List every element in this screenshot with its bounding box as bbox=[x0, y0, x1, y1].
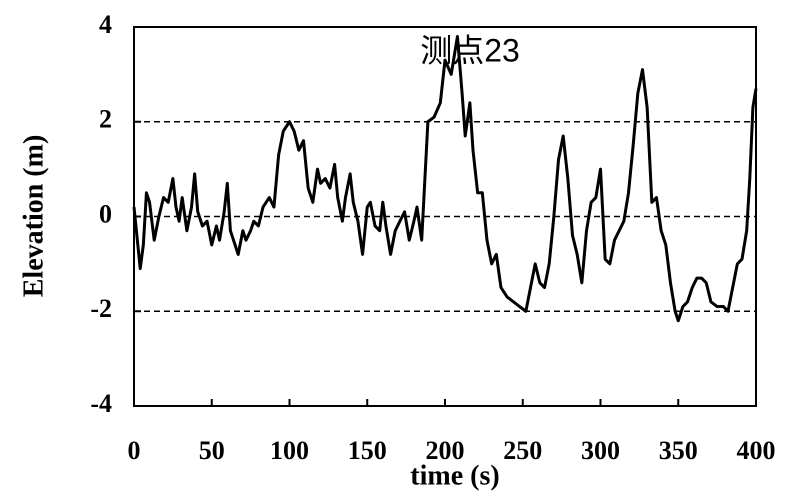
y-tick-label: 4 bbox=[99, 10, 112, 39]
x-axis-label: time (s) bbox=[410, 460, 499, 491]
y-tick-label: -4 bbox=[90, 389, 112, 418]
x-tick-label: 400 bbox=[737, 436, 776, 465]
data-line bbox=[132, 34, 758, 323]
x-tick-label: 250 bbox=[503, 436, 542, 465]
x-tick-label: 0 bbox=[128, 436, 141, 465]
y-tick-label: -2 bbox=[90, 294, 112, 323]
chart-title: 测点23 bbox=[420, 32, 520, 68]
y-tick-label: 2 bbox=[99, 105, 112, 134]
x-tick-label: 100 bbox=[270, 436, 309, 465]
x-tick-label: 300 bbox=[581, 436, 620, 465]
y-axis-label: Elevation (m) bbox=[18, 135, 49, 298]
x-tick-label: 50 bbox=[199, 436, 225, 465]
y-tick-label: 0 bbox=[99, 199, 112, 228]
x-tick-label: 350 bbox=[659, 436, 698, 465]
x-tick-label: 200 bbox=[426, 436, 465, 465]
x-tick-label: 150 bbox=[348, 436, 387, 465]
